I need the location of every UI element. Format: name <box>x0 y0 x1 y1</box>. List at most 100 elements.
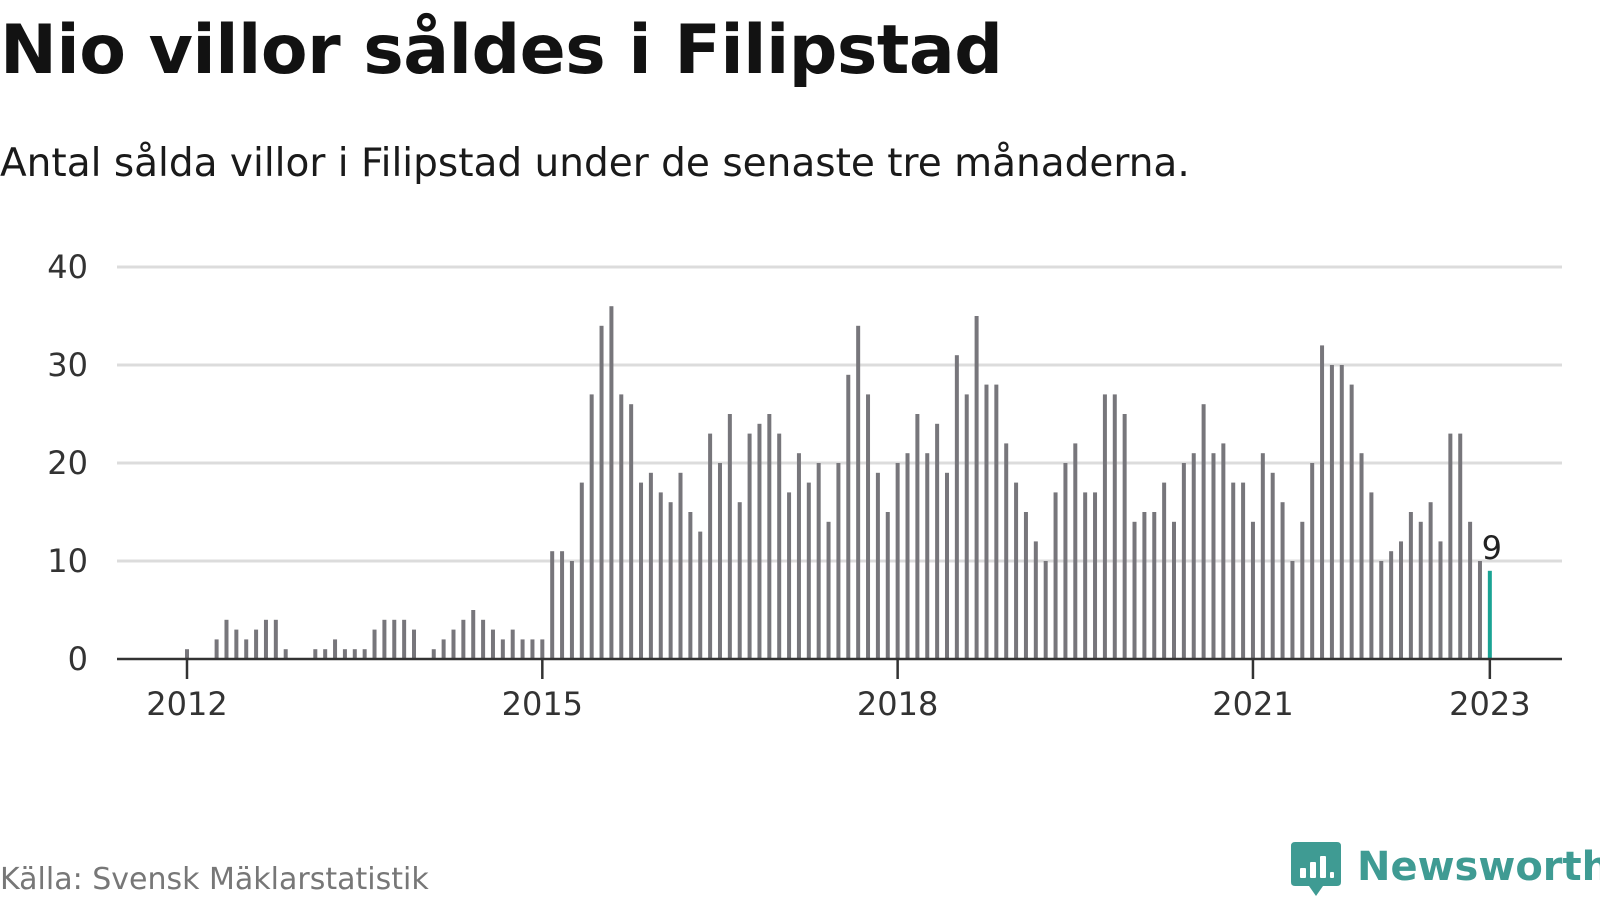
bar <box>273 619 278 659</box>
bar <box>1132 521 1137 659</box>
bar <box>1053 492 1058 659</box>
bar <box>925 453 930 659</box>
bar <box>698 531 703 659</box>
bar <box>1399 541 1404 659</box>
bar <box>1201 404 1206 659</box>
bar <box>984 384 989 659</box>
bar <box>688 512 693 659</box>
bar <box>234 629 239 659</box>
bar <box>1339 365 1344 659</box>
bar <box>895 463 900 659</box>
bar <box>1142 512 1147 659</box>
bar <box>905 453 910 659</box>
bar <box>648 472 653 659</box>
bar <box>1152 512 1157 659</box>
bar <box>1280 502 1285 659</box>
highlighted-bar-label: 9 <box>1482 529 1502 567</box>
bar <box>885 512 890 659</box>
x-tick-label: 2015 <box>502 685 583 723</box>
bar <box>510 629 515 659</box>
bar <box>185 649 189 659</box>
bar <box>1241 482 1246 659</box>
bar <box>747 433 752 659</box>
bar <box>1369 492 1374 659</box>
bar <box>1093 492 1098 659</box>
bar <box>806 482 811 659</box>
y-axis-tick-labels: 0 10 20 30 40 <box>47 248 88 678</box>
bar <box>1428 502 1433 659</box>
bar <box>352 649 357 659</box>
bar <box>717 463 722 659</box>
bar <box>224 619 229 659</box>
bar <box>1270 472 1275 659</box>
bar <box>777 433 782 659</box>
bar <box>619 394 624 659</box>
bar <box>994 384 999 659</box>
bar <box>639 482 644 659</box>
bar <box>678 472 683 659</box>
bar <box>1260 453 1265 659</box>
y-tick-label: 0 <box>68 640 88 678</box>
bar <box>727 414 732 659</box>
bar <box>1033 541 1038 659</box>
bar <box>1250 521 1255 659</box>
bar <box>431 649 436 659</box>
bar <box>402 619 407 659</box>
bar <box>964 394 969 659</box>
newsworthy-logo: Newsworthy <box>1291 842 1600 900</box>
bar <box>1408 512 1413 659</box>
bar <box>441 639 446 659</box>
bar <box>392 619 397 659</box>
bar <box>668 502 673 659</box>
bar <box>382 619 387 659</box>
bar <box>836 463 841 659</box>
source-note: Källa: Svensk Mäklarstatistik <box>0 862 429 897</box>
bar <box>372 629 377 659</box>
chart-title: Nio villor såldes i Filipstad <box>0 11 1003 90</box>
bar <box>520 639 525 659</box>
bar <box>1231 482 1236 659</box>
bar <box>599 325 604 659</box>
bar <box>313 649 318 659</box>
bar <box>1438 541 1443 659</box>
bar <box>471 610 476 659</box>
bar <box>1063 463 1068 659</box>
bar <box>500 639 505 659</box>
bar <box>1329 365 1334 659</box>
bar <box>1379 561 1384 659</box>
bar <box>1477 561 1482 659</box>
bar-chart: 0 10 20 30 40 2012 2015 2018 2021 2023 9 <box>47 248 1562 723</box>
bar <box>560 551 565 659</box>
bar <box>974 316 979 659</box>
bar <box>866 394 871 659</box>
bar <box>461 619 466 659</box>
bar <box>915 414 920 659</box>
x-tick-label: 2012 <box>146 685 227 723</box>
bar <box>1211 453 1216 659</box>
bar <box>540 639 545 659</box>
bar <box>1122 414 1127 659</box>
bar <box>1112 394 1117 659</box>
bar <box>283 649 288 659</box>
bar <box>1418 521 1423 659</box>
bar <box>569 561 574 659</box>
bar <box>875 472 880 659</box>
bar <box>1023 512 1028 659</box>
bar <box>629 404 634 659</box>
y-tick-label: 40 <box>47 248 88 286</box>
bar <box>816 463 821 659</box>
y-tick-label: 20 <box>47 444 88 482</box>
bar <box>1191 453 1196 659</box>
brand-name: Newsworthy <box>1357 844 1600 890</box>
bar <box>826 521 831 659</box>
bar <box>1349 384 1354 659</box>
y-tick-label: 10 <box>47 542 88 580</box>
bar <box>412 629 417 659</box>
bar <box>214 639 219 659</box>
data-labels: 9 <box>1482 529 1502 567</box>
bar <box>856 325 861 659</box>
bar <box>1014 482 1019 659</box>
bar <box>609 306 614 659</box>
bar <box>1389 551 1394 659</box>
bar <box>1290 561 1295 659</box>
